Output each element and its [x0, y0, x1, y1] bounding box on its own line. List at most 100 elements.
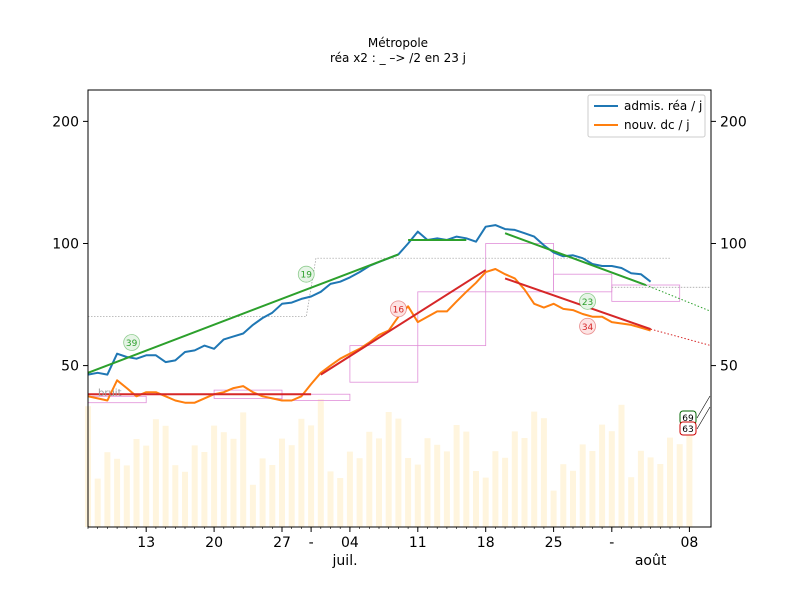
x-tick-label: - [609, 535, 614, 551]
marker-label: 19 [301, 271, 313, 281]
axes: 50 50 100 100 200 200 13 20 27 - 04 11 18 25 - 08 juil. a… [52, 114, 746, 569]
noise-bar [686, 417, 693, 527]
dotted-projection-green [645, 284, 712, 312]
noise-bar [667, 437, 673, 527]
noise-bar [463, 431, 470, 527]
noise-bar [201, 452, 208, 527]
step-box [485, 243, 555, 293]
step-box [417, 291, 487, 347]
noise-bar [143, 445, 150, 527]
noise-bar [114, 458, 121, 527]
marker-circle [297, 265, 315, 283]
y-tick-label-right: 50 [720, 359, 738, 375]
noise-bar [191, 445, 198, 527]
month-label: août [635, 553, 667, 569]
noise-bar [492, 451, 499, 527]
noise-bar [531, 411, 538, 527]
noise-bar [570, 470, 576, 527]
noise-bar [172, 465, 179, 527]
legend: admis. réa / j nouv. dc / j [587, 94, 706, 138]
trend-line [87, 253, 399, 374]
legend-label-deaths: nouv. dc / j [624, 118, 690, 132]
noise-bar [104, 452, 111, 527]
chart-subtitle: réa x2 : _ –> /2 en 23 j [330, 51, 466, 65]
legend-label-reanimation: admis. réa / j [624, 99, 702, 113]
noise-bar [220, 432, 227, 527]
noise-bar [230, 438, 237, 527]
noise-bars [85, 399, 693, 527]
noise-bar [657, 464, 664, 527]
step-box [349, 345, 419, 383]
end-leader-line [696, 395, 711, 419]
dotted-noise-line [88, 257, 670, 318]
marker-circle [389, 300, 407, 318]
noise-bar [288, 445, 295, 527]
noise-bar [473, 471, 479, 527]
noise-bar [608, 431, 615, 527]
noise-bar [589, 451, 596, 527]
noise-bar [376, 438, 382, 527]
noise-bar [133, 439, 140, 527]
y-tick-label-left: 200 [52, 114, 79, 130]
marker-circle [579, 317, 596, 335]
series-lines [87, 224, 652, 404]
y-tick-label-right: 200 [720, 114, 747, 130]
noise-bar [482, 477, 489, 527]
noise-label: bruit [98, 388, 122, 399]
marker-label: 34 [582, 323, 594, 333]
x-tick-label: 20 [205, 535, 223, 551]
noise-bar [550, 490, 557, 527]
marker-label: 23 [582, 298, 593, 308]
trend-line [504, 277, 651, 331]
circle-markers: 39 19 16 23 34 [123, 265, 596, 351]
x-tick-label: 27 [273, 535, 291, 551]
noise-bar [249, 484, 256, 527]
noise-bar [521, 438, 528, 527]
noise-bar [162, 425, 169, 527]
x-tick-label: 08 [680, 535, 698, 551]
noise-bar [511, 431, 518, 527]
y-tick-label-right: 100 [720, 236, 747, 252]
noise-bar [279, 438, 285, 527]
x-tick-label: - [309, 535, 314, 551]
noise-bar [298, 418, 305, 527]
noise-bar [618, 404, 625, 527]
noise-bar [560, 464, 567, 527]
end-leader-line [696, 406, 711, 430]
marker-label: 16 [393, 305, 405, 315]
noise-bar [443, 451, 450, 527]
step-box [281, 393, 351, 401]
noise-bar [453, 425, 460, 527]
noise-bar [211, 425, 218, 527]
trend-line [504, 232, 647, 286]
step-box [553, 273, 613, 293]
noise-bar [385, 412, 392, 527]
noise-bar [259, 458, 266, 527]
end-label-text: 63 [682, 425, 693, 435]
noise-bar [540, 418, 547, 527]
dotted-projection-red [650, 328, 712, 347]
noise-bar [599, 424, 606, 527]
noise-bar [337, 478, 344, 527]
x-tick-label: 11 [409, 535, 427, 551]
noise-bar [405, 458, 412, 527]
noise-bar [628, 477, 635, 527]
series-line-deaths [87, 268, 651, 404]
noise-bar [395, 418, 402, 527]
noise-bar [308, 425, 315, 527]
x-tick-label: 25 [545, 535, 563, 551]
trend-line [320, 269, 487, 376]
noise-bar [579, 444, 586, 527]
noise-bar [152, 419, 159, 527]
noise-bar [327, 471, 334, 527]
noise-bar [94, 478, 101, 527]
noise-bar [366, 431, 373, 527]
marker-circle [123, 334, 141, 351]
noise-bar [424, 438, 431, 527]
chart-title: Métropole [368, 36, 428, 50]
noise-bar [434, 444, 441, 527]
x-tick-label: 18 [477, 535, 495, 551]
trend-lines [87, 232, 651, 396]
